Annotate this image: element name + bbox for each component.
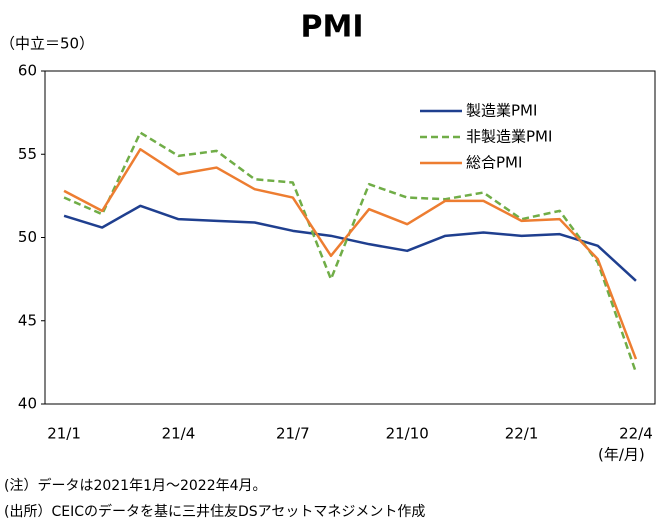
x-tick-label: 22/4 xyxy=(619,425,653,443)
note: (注）データは2021年1月～2022年4月。 xyxy=(4,477,267,494)
y-tick-label: 55 xyxy=(18,145,37,163)
y-tick-label: 45 xyxy=(18,311,37,329)
x-tick-label: 22/1 xyxy=(505,425,539,443)
x-unit-label: (年/月) xyxy=(598,446,645,464)
chart-title: PMI xyxy=(300,10,363,45)
note: (出所）CEICのデータを基に三井住友DSアセットマネジメント作成 xyxy=(4,503,425,520)
legend-label: 製造業PMI xyxy=(466,102,537,120)
y-unit-label: （中立＝50） xyxy=(0,35,94,53)
y-tick-label: 40 xyxy=(18,395,37,413)
series-line xyxy=(63,148,638,360)
series-line xyxy=(63,131,638,373)
legend-label: 非製造業PMI xyxy=(466,128,552,146)
x-tick-label: 21/10 xyxy=(386,425,429,443)
x-tick-label: 21/4 xyxy=(162,425,196,443)
legend-label: 総合PMI xyxy=(466,154,522,172)
y-tick-label: 60 xyxy=(18,62,37,80)
series-line xyxy=(63,204,637,282)
plot-area xyxy=(44,70,656,405)
x-tick-label: 21/1 xyxy=(47,425,81,443)
x-tick-label: 21/7 xyxy=(276,425,310,443)
y-tick-label: 50 xyxy=(18,228,37,246)
